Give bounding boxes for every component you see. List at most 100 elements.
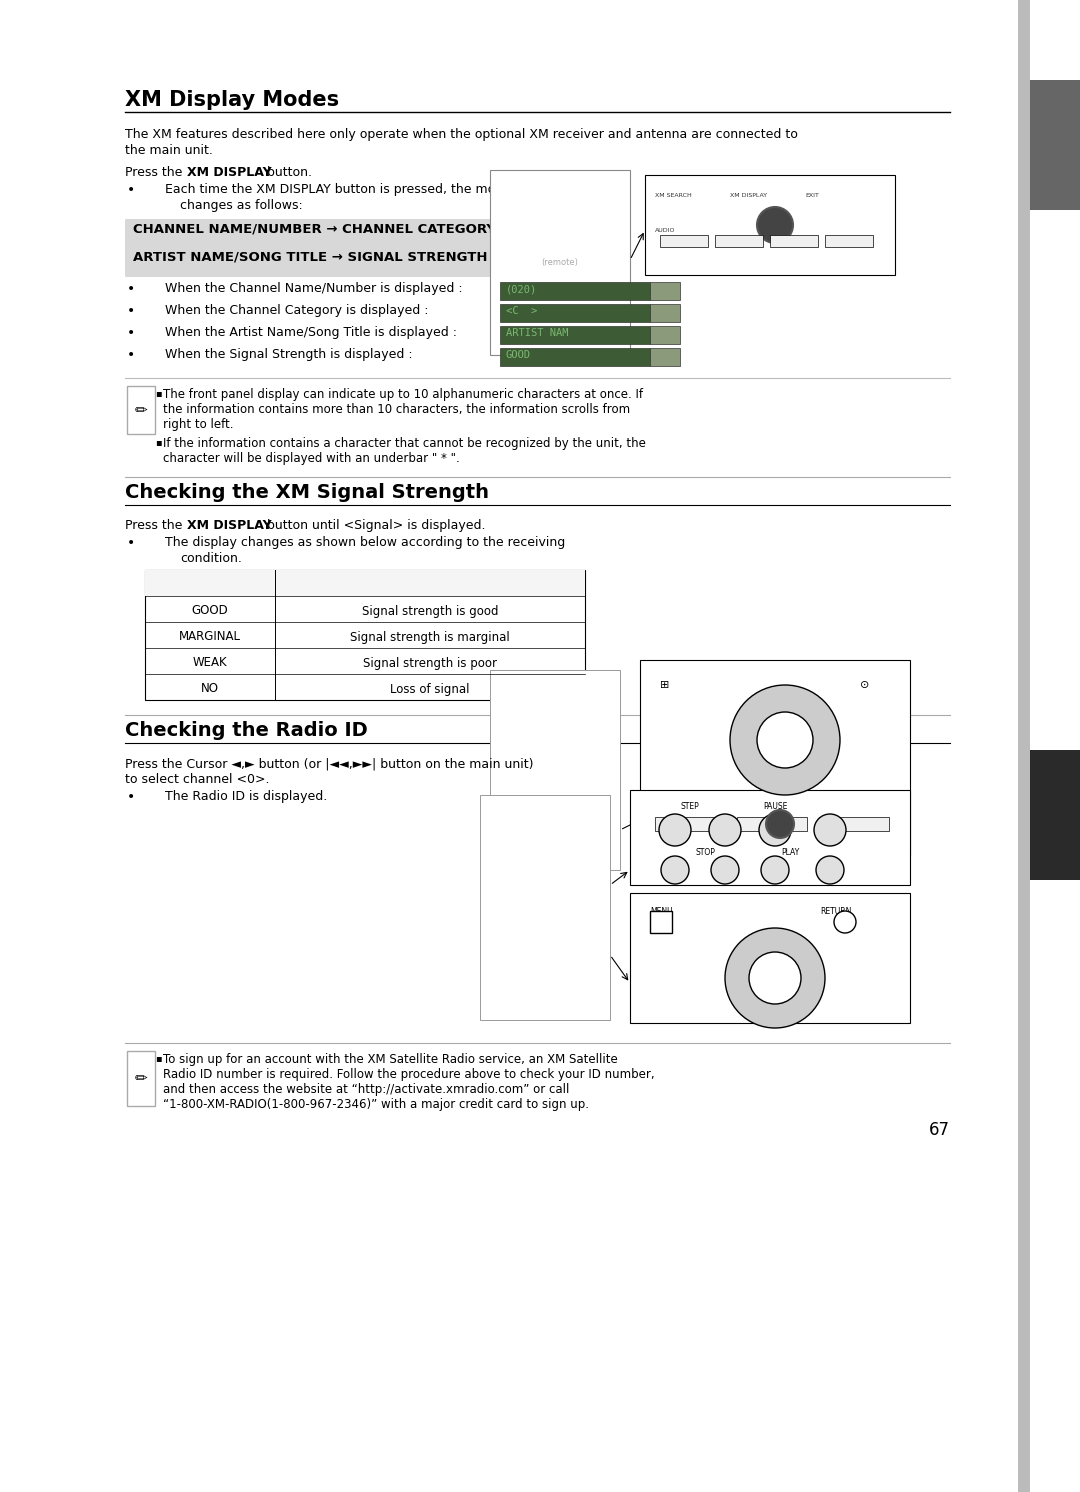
- Text: ▶: ▶: [821, 736, 828, 745]
- Text: button.: button.: [264, 166, 312, 179]
- Bar: [630, 789, 910, 885]
- Bar: [145, 570, 585, 700]
- Text: AUDIO: AUDIO: [678, 821, 701, 827]
- Text: ▪: ▪: [156, 1053, 162, 1062]
- Bar: [650, 304, 680, 322]
- Bar: [125, 219, 615, 278]
- Text: GOOD: GOOD: [507, 351, 531, 360]
- Text: ARTIST NAME/SONG TITLE → SIGNAL STRENGTH: ARTIST NAME/SONG TITLE → SIGNAL STRENGTH: [133, 251, 487, 264]
- Circle shape: [661, 856, 689, 883]
- Text: EFFECT: EFFECT: [729, 239, 750, 243]
- Text: (020): (020): [507, 283, 537, 294]
- Bar: [490, 670, 620, 870]
- Text: ▪: ▪: [156, 437, 162, 448]
- Text: Press the: Press the: [125, 519, 187, 533]
- Text: WEAK: WEAK: [192, 656, 227, 670]
- Circle shape: [759, 815, 791, 846]
- Text: ⊙: ⊙: [860, 680, 869, 689]
- Text: 67: 67: [929, 1120, 950, 1138]
- Text: Press the: Press the: [125, 166, 187, 179]
- Text: •: •: [127, 304, 135, 318]
- Circle shape: [816, 856, 843, 883]
- Circle shape: [814, 815, 846, 846]
- Text: When the Channel Category is displayed :: When the Channel Category is displayed :: [165, 304, 429, 316]
- Text: When the Artist Name/Song Title is displayed :: When the Artist Name/Song Title is displ…: [165, 325, 457, 339]
- Circle shape: [659, 815, 691, 846]
- Text: XM DISPLAY: XM DISPLAY: [187, 519, 272, 533]
- Text: Loss of signal: Loss of signal: [390, 682, 470, 695]
- Text: and then access the website at “http://activate.xmradio.com” or call: and then access the website at “http://a…: [163, 1083, 569, 1097]
- Circle shape: [757, 712, 813, 768]
- Text: ✏: ✏: [135, 403, 147, 418]
- Text: O: O: [1051, 862, 1059, 871]
- Text: •: •: [127, 282, 135, 295]
- Text: I: I: [1053, 849, 1057, 859]
- Bar: [480, 795, 610, 1021]
- Text: EXIT: EXIT: [805, 192, 819, 198]
- Text: DIMMER: DIMMER: [783, 239, 805, 243]
- Circle shape: [711, 856, 739, 883]
- Bar: [500, 304, 650, 322]
- Text: Radio ID number is required. Follow the procedure above to check your ID number,: Radio ID number is required. Follow the …: [163, 1068, 654, 1082]
- Text: “1-800-XM-RADIO(1-800-967-2346)” with a major credit card to sign up.: “1-800-XM-RADIO(1-800-967-2346)” with a …: [163, 1098, 589, 1112]
- Bar: [490, 170, 630, 355]
- Text: •: •: [127, 536, 135, 551]
- Text: AUDIO: AUDIO: [654, 228, 675, 233]
- Text: XM DISPLAY: XM DISPLAY: [187, 166, 272, 179]
- Text: ▶: ▶: [807, 973, 814, 983]
- Circle shape: [708, 815, 741, 846]
- Bar: [145, 570, 585, 595]
- Text: ✏: ✏: [135, 1071, 147, 1086]
- Circle shape: [750, 952, 801, 1004]
- Text: ■: ■: [721, 865, 729, 874]
- Text: A: A: [1051, 824, 1059, 833]
- Text: E: E: [1051, 139, 1059, 152]
- Text: XM SEARCH: XM SEARCH: [654, 192, 692, 198]
- Text: condition.: condition.: [180, 552, 242, 565]
- Text: <C  >: <C >: [507, 306, 537, 316]
- Bar: [715, 236, 762, 248]
- Text: ▶▶: ▶▶: [824, 865, 837, 874]
- Text: Press the Cursor ◄,► button (or |◄◄,►►| button on the main unit): Press the Cursor ◄,► button (or |◄◄,►►| …: [125, 756, 534, 770]
- Text: PAUSE: PAUSE: [762, 803, 787, 812]
- Text: Each time the XM DISPLAY button is pressed, the mode: Each time the XM DISPLAY button is press…: [165, 184, 511, 195]
- Text: ◀: ◀: [735, 973, 743, 983]
- Text: GOOD: GOOD: [191, 604, 228, 618]
- Text: ▼: ▼: [771, 1009, 779, 1019]
- Circle shape: [730, 685, 840, 795]
- Text: Signal strength is good: Signal strength is good: [362, 604, 498, 618]
- Bar: [127, 1050, 156, 1106]
- Text: PLAY: PLAY: [781, 847, 799, 856]
- Text: STOP: STOP: [696, 847, 715, 856]
- Text: XM SEARCH: XM SEARCH: [654, 806, 692, 810]
- Circle shape: [725, 928, 825, 1028]
- Text: CHANNEL NAME/NUMBER → CHANNEL CATEGORY →: CHANNEL NAME/NUMBER → CHANNEL CATEGORY →: [133, 222, 512, 236]
- Text: R: R: [1051, 810, 1059, 821]
- Bar: [770, 236, 818, 248]
- Circle shape: [757, 207, 793, 243]
- Text: changes as follows:: changes as follows:: [180, 198, 302, 212]
- Text: ►: ►: [772, 865, 779, 874]
- Bar: [650, 348, 680, 366]
- Text: ▼: ▼: [781, 774, 788, 785]
- Text: ⊞: ⊞: [660, 680, 670, 689]
- Text: character will be displayed with an underbar " * ".: character will be displayed with an unde…: [163, 452, 460, 466]
- Bar: [645, 175, 895, 275]
- Text: When the Channel Name/Number is displayed :: When the Channel Name/Number is displaye…: [165, 282, 462, 295]
- Text: ◀: ◀: [741, 736, 748, 745]
- Text: INFO: INFO: [842, 239, 855, 243]
- Circle shape: [761, 856, 789, 883]
- Bar: [1018, 0, 1030, 1492]
- Text: •: •: [127, 184, 135, 197]
- Text: •: •: [127, 325, 135, 340]
- Bar: [660, 236, 708, 248]
- Text: •: •: [127, 789, 135, 804]
- Bar: [1030, 81, 1080, 210]
- Text: RETURN: RETURN: [820, 907, 851, 916]
- Bar: [654, 818, 725, 831]
- Text: Checking the XM Signal Strength: Checking the XM Signal Strength: [125, 483, 489, 501]
- Text: STEP: STEP: [680, 803, 700, 812]
- Text: ARTIST NAM: ARTIST NAM: [507, 328, 568, 339]
- Text: the information contains more than 10 characters, the information scrolls from: the information contains more than 10 ch…: [163, 403, 630, 416]
- Text: MARGINAL: MARGINAL: [179, 631, 241, 643]
